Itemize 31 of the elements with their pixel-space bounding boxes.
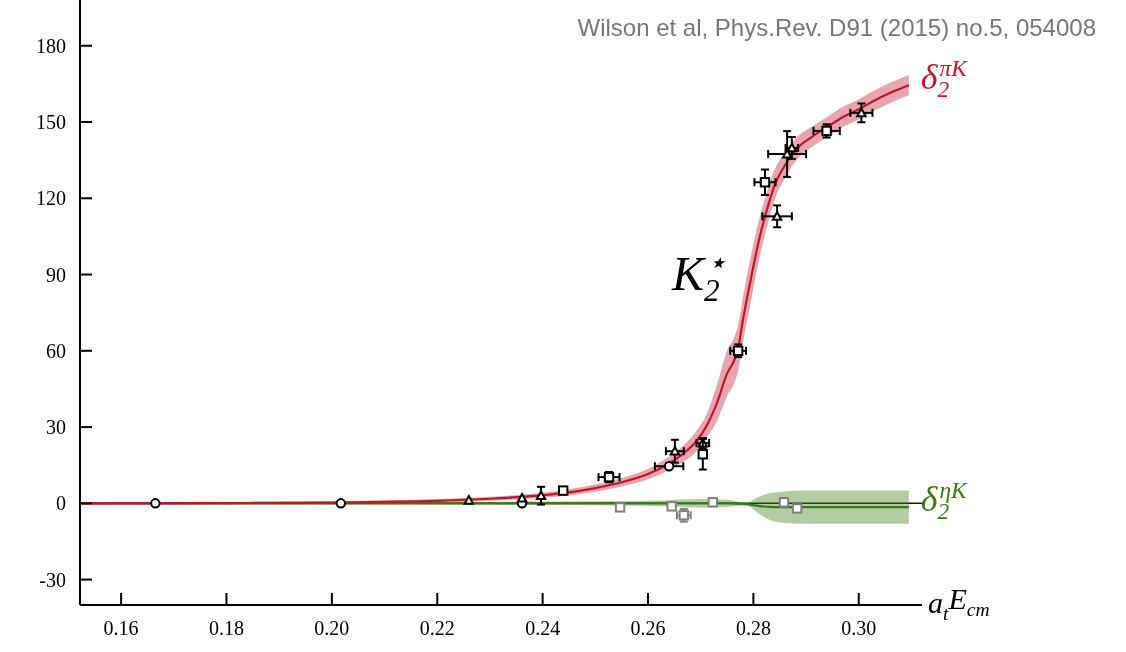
point — [463, 495, 475, 505]
point — [759, 177, 771, 188]
point — [557, 485, 569, 496]
point — [666, 501, 677, 512]
point — [707, 497, 719, 508]
x-tick-label: 0.28 — [735, 617, 771, 639]
y-tick-label: -30 — [39, 568, 66, 591]
point — [614, 502, 626, 513]
y-tick-label: 0 — [56, 492, 66, 515]
x-tick-label: 0.26 — [630, 617, 666, 639]
point — [663, 461, 675, 472]
y-tick-label: 120 — [36, 187, 66, 210]
x-tick-label: 0.22 — [419, 617, 455, 639]
point — [856, 107, 867, 118]
y-tick-label: 90 — [46, 263, 66, 286]
x-tick-label: 0.16 — [103, 617, 139, 639]
x-tick-label: 0.20 — [314, 617, 350, 639]
y-tick-label: 30 — [46, 416, 66, 439]
x-tick-label: 0.30 — [841, 617, 877, 639]
x-tick-label: 0.18 — [208, 617, 244, 639]
point — [791, 503, 803, 514]
point — [516, 493, 528, 503]
y-tick-label: 150 — [36, 111, 66, 134]
x-axis-title: a$_{t}$E$_{cm}$ — [928, 582, 990, 624]
point — [150, 498, 161, 509]
point — [778, 497, 790, 508]
y-tick-label: 60 — [46, 339, 66, 362]
point — [335, 498, 347, 509]
x-tick-label: 0.24 — [525, 617, 561, 639]
y-tick-label: 180 — [36, 34, 66, 57]
annotation: Wilson et al, Phys.Rev. D91 (2015) no.5, 054008 — [577, 14, 1096, 41]
